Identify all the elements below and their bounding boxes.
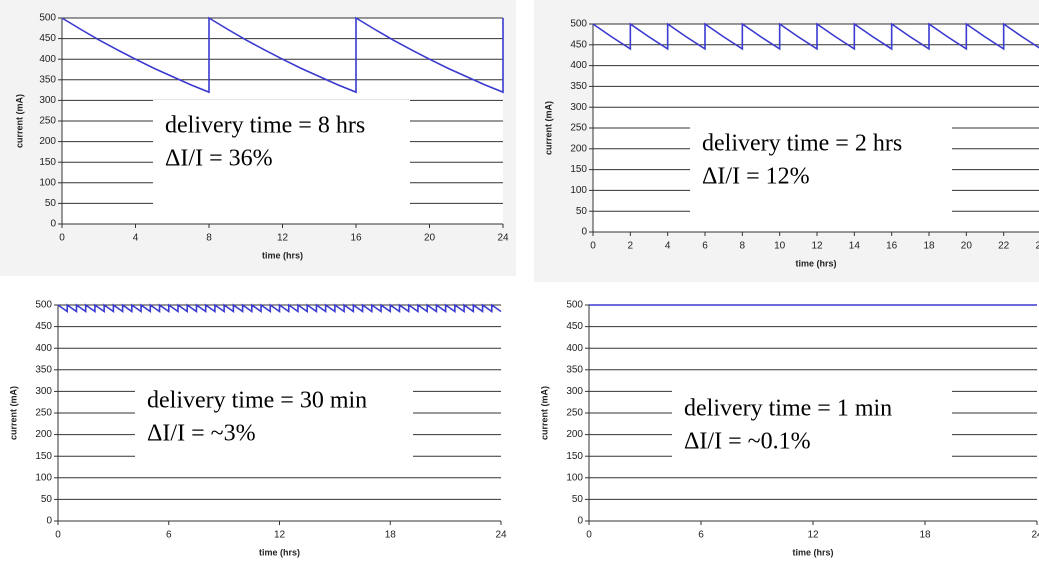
y-tick-label: 350	[570, 81, 587, 92]
x-tick-label: 6	[698, 530, 704, 541]
x-tick-label: 6	[166, 530, 172, 541]
x-tick-label: 20	[961, 241, 973, 252]
x-tick-label: 0	[586, 530, 592, 541]
y-tick-label: 450	[570, 39, 587, 50]
y-tick-label: 400	[35, 343, 52, 354]
x-tick-label: 6	[702, 241, 708, 252]
x-tick-label: 4	[665, 241, 671, 252]
y-tick-label: 0	[46, 516, 52, 527]
annotation: delivery time = 1 min	[684, 396, 892, 422]
y-tick-label: 200	[566, 429, 583, 440]
annotation: ΔI/I = 12%	[702, 164, 810, 190]
x-tick-label: 0	[590, 241, 596, 252]
y-tick-label: 150	[39, 157, 56, 168]
y-tick-label: 200	[570, 143, 587, 154]
y-tick-label: 0	[577, 516, 583, 527]
annotation-box	[153, 100, 410, 210]
y-tick-label: 50	[572, 494, 584, 505]
x-tick-label: 12	[811, 241, 823, 252]
current-line	[592, 22, 1039, 51]
x-tick-label: 4	[133, 233, 139, 244]
y-tick-label: 300	[35, 386, 52, 397]
y-tick-label: 50	[576, 206, 588, 217]
y-tick-label: 250	[35, 408, 52, 419]
y-tick-label: 250	[39, 116, 56, 127]
annotation: delivery time = 30 min	[147, 388, 367, 414]
x-tick-label: 8	[206, 233, 212, 244]
x-axis-label: time (hrs)	[795, 258, 836, 268]
y-tick-label: 350	[39, 74, 56, 85]
y-tick-label: 400	[566, 343, 583, 354]
y-tick-label: 100	[35, 472, 52, 483]
annotation: ΔI/I = ~3%	[147, 421, 256, 447]
y-tick-label: 100	[570, 185, 587, 196]
x-axis-label: time (hrs)	[792, 547, 833, 557]
y-tick-label: 300	[39, 95, 56, 106]
x-tick-label: 14	[849, 241, 861, 252]
x-axis-label: time (hrs)	[259, 547, 300, 557]
y-tick-label: 500	[35, 300, 52, 311]
y-tick-label: 150	[570, 164, 587, 175]
y-tick-label: 100	[39, 177, 56, 188]
x-tick-label: 0	[59, 233, 65, 244]
y-tick-label: 450	[566, 321, 583, 332]
current-line	[57, 303, 502, 314]
x-tick-label: 2	[628, 241, 634, 252]
annotation-box	[690, 118, 952, 214]
y-tick-label: 350	[566, 364, 583, 375]
y-tick-label: 250	[570, 123, 587, 134]
y-tick-label: 400	[39, 54, 56, 65]
x-axis-label: time (hrs)	[262, 250, 303, 260]
x-tick-label: 24	[1035, 241, 1039, 252]
y-axis-label: current (mA)	[539, 386, 549, 440]
y-tick-label: 500	[566, 300, 583, 311]
x-tick-label: 18	[919, 530, 931, 541]
y-tick-label: 450	[39, 33, 56, 44]
y-tick-label: 300	[566, 386, 583, 397]
y-tick-label: 300	[570, 102, 587, 113]
current-line	[61, 16, 504, 94]
x-tick-label: 16	[886, 241, 898, 252]
x-tick-label: 16	[350, 233, 362, 244]
x-tick-label: 12	[277, 233, 289, 244]
x-tick-label: 24	[495, 530, 507, 541]
annotation-box	[135, 375, 413, 463]
annotation: ΔI/I = 36%	[165, 146, 273, 172]
annotation: ΔI/I = ~0.1%	[684, 429, 811, 455]
y-tick-label: 250	[566, 408, 583, 419]
y-tick-label: 200	[39, 136, 56, 147]
y-tick-label: 350	[35, 364, 52, 375]
x-tick-label: 8	[740, 241, 746, 252]
y-tick-label: 500	[39, 13, 56, 24]
x-tick-label: 10	[774, 241, 786, 252]
x-tick-label: 20	[424, 233, 436, 244]
y-axis-label: current (mA)	[14, 94, 24, 148]
y-tick-label: 100	[566, 472, 583, 483]
y-tick-label: 200	[35, 429, 52, 440]
x-tick-label: 22	[998, 241, 1010, 252]
y-tick-label: 150	[35, 451, 52, 462]
x-tick-label: 24	[1031, 530, 1039, 541]
y-axis-label: current (mA)	[8, 386, 18, 440]
y-tick-label: 50	[41, 494, 53, 505]
y-tick-label: 150	[566, 451, 583, 462]
y-tick-label: 450	[35, 321, 52, 332]
y-tick-label: 400	[570, 60, 587, 71]
x-tick-label: 18	[385, 530, 397, 541]
y-tick-label: 500	[570, 19, 587, 30]
y-tick-label: 0	[50, 219, 56, 230]
x-tick-label: 12	[274, 530, 286, 541]
annotation-box	[672, 383, 952, 475]
annotation: delivery time = 2 hrs	[702, 131, 902, 157]
y-tick-label: 50	[45, 198, 57, 209]
annotation: delivery time = 8 hrs	[165, 113, 365, 139]
x-tick-label: 0	[55, 530, 61, 541]
y-tick-label: 0	[581, 227, 587, 238]
x-tick-label: 24	[497, 233, 509, 244]
y-axis-label: current (mA)	[543, 101, 553, 155]
x-tick-label: 18	[923, 241, 935, 252]
x-tick-label: 12	[807, 530, 819, 541]
